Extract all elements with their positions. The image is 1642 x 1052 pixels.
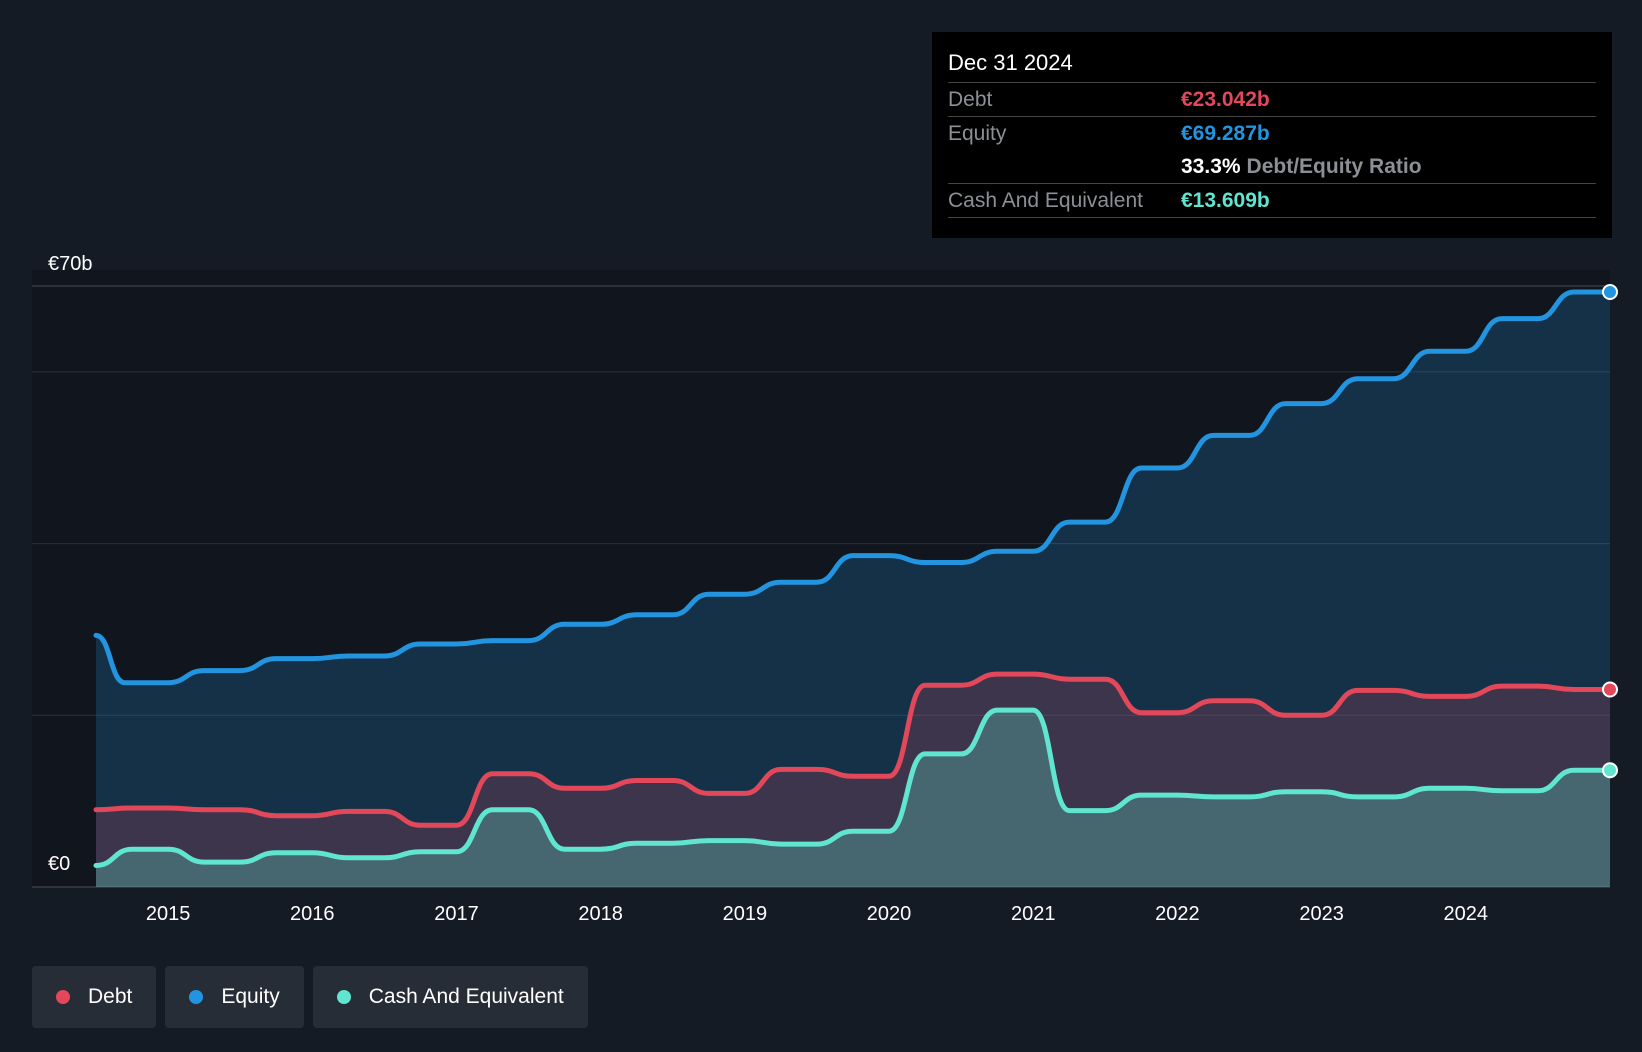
y-label-max: €70b bbox=[48, 253, 93, 275]
endpoint-debt[interactable] bbox=[1602, 681, 1618, 698]
series-endpoints bbox=[1602, 284, 1618, 779]
x-tick-2015: 2015 bbox=[146, 903, 191, 925]
tooltip-cash-label: Cash And Equivalent bbox=[948, 189, 1143, 212]
x-tick-2016: 2016 bbox=[290, 903, 335, 925]
tooltip-ratio-row: 33.3% Debt/Equity Ratio bbox=[948, 150, 1596, 184]
line-debt bbox=[93, 671, 1613, 828]
legend-dot-equity bbox=[189, 990, 204, 1004]
tooltip-equity-row: Equity €69.287b bbox=[948, 117, 1596, 150]
legend-item-cash[interactable]: Cash And Equivalent bbox=[312, 966, 588, 1028]
tooltip-debt-row: Debt €23.042b bbox=[948, 83, 1596, 117]
x-tick-2020: 2020 bbox=[867, 903, 912, 925]
legend-label-equity: Equity bbox=[221, 985, 280, 1008]
area-cash-and-equivalent bbox=[96, 710, 1610, 887]
endpoint-cash-and-equivalent[interactable] bbox=[1602, 762, 1618, 779]
legend-item-debt[interactable]: Debt bbox=[32, 966, 157, 1028]
x-tick-2019: 2019 bbox=[723, 903, 768, 925]
tooltip-date: Dec 31 2024 bbox=[948, 46, 1596, 83]
legend-label-debt: Debt bbox=[88, 985, 133, 1008]
x-tick-2024: 2024 bbox=[1444, 903, 1489, 925]
legend-dot-debt bbox=[56, 990, 70, 1004]
x-tick-2018: 2018 bbox=[578, 903, 623, 925]
tooltip-equity-value: €69.287b bbox=[1181, 122, 1270, 145]
series-lines bbox=[93, 289, 1613, 868]
legend-dot-cash bbox=[336, 990, 351, 1004]
x-tick-2021: 2021 bbox=[1011, 903, 1056, 925]
tooltip-debt-value: €23.042b bbox=[1181, 88, 1270, 111]
area-equity bbox=[96, 292, 1610, 887]
gridlines bbox=[32, 285, 1610, 888]
x-axis-tick-labels: 2015 2016 2017 2018 2019 2020 2021 2022 2023 2024 bbox=[146, 903, 1488, 925]
tooltip-debt-label: Debt bbox=[948, 88, 993, 111]
tooltip-cash-value: €13.609b bbox=[1181, 189, 1270, 212]
x-tick-2022: 2022 bbox=[1155, 903, 1200, 925]
line-cash-and-equivalent bbox=[93, 707, 1613, 868]
tooltip-cash-row: Cash And Equivalent €13.609b bbox=[948, 184, 1596, 218]
x-tick-2017: 2017 bbox=[434, 903, 479, 925]
tooltip-ratio-label: Debt/Equity Ratio bbox=[1246, 155, 1422, 178]
legend-label-cash: Cash And Equivalent bbox=[368, 985, 564, 1008]
endpoint-equity[interactable] bbox=[1602, 284, 1618, 301]
y-label-zero: €0 bbox=[48, 853, 70, 875]
tooltip-ratio-value: 33.3% bbox=[1181, 155, 1241, 178]
line-equity bbox=[93, 289, 1613, 686]
tooltip-equity-label: Equity bbox=[948, 122, 1007, 145]
legend: Debt Equity Cash And Equivalent bbox=[32, 966, 588, 1028]
tooltip-panel: Dec 31 2024 Debt €23.042b Equity €69.287… bbox=[932, 32, 1612, 238]
legend-item-equity[interactable]: Equity bbox=[165, 966, 304, 1028]
plot-background bbox=[32, 270, 1610, 887]
x-tick-2023: 2023 bbox=[1299, 903, 1344, 925]
